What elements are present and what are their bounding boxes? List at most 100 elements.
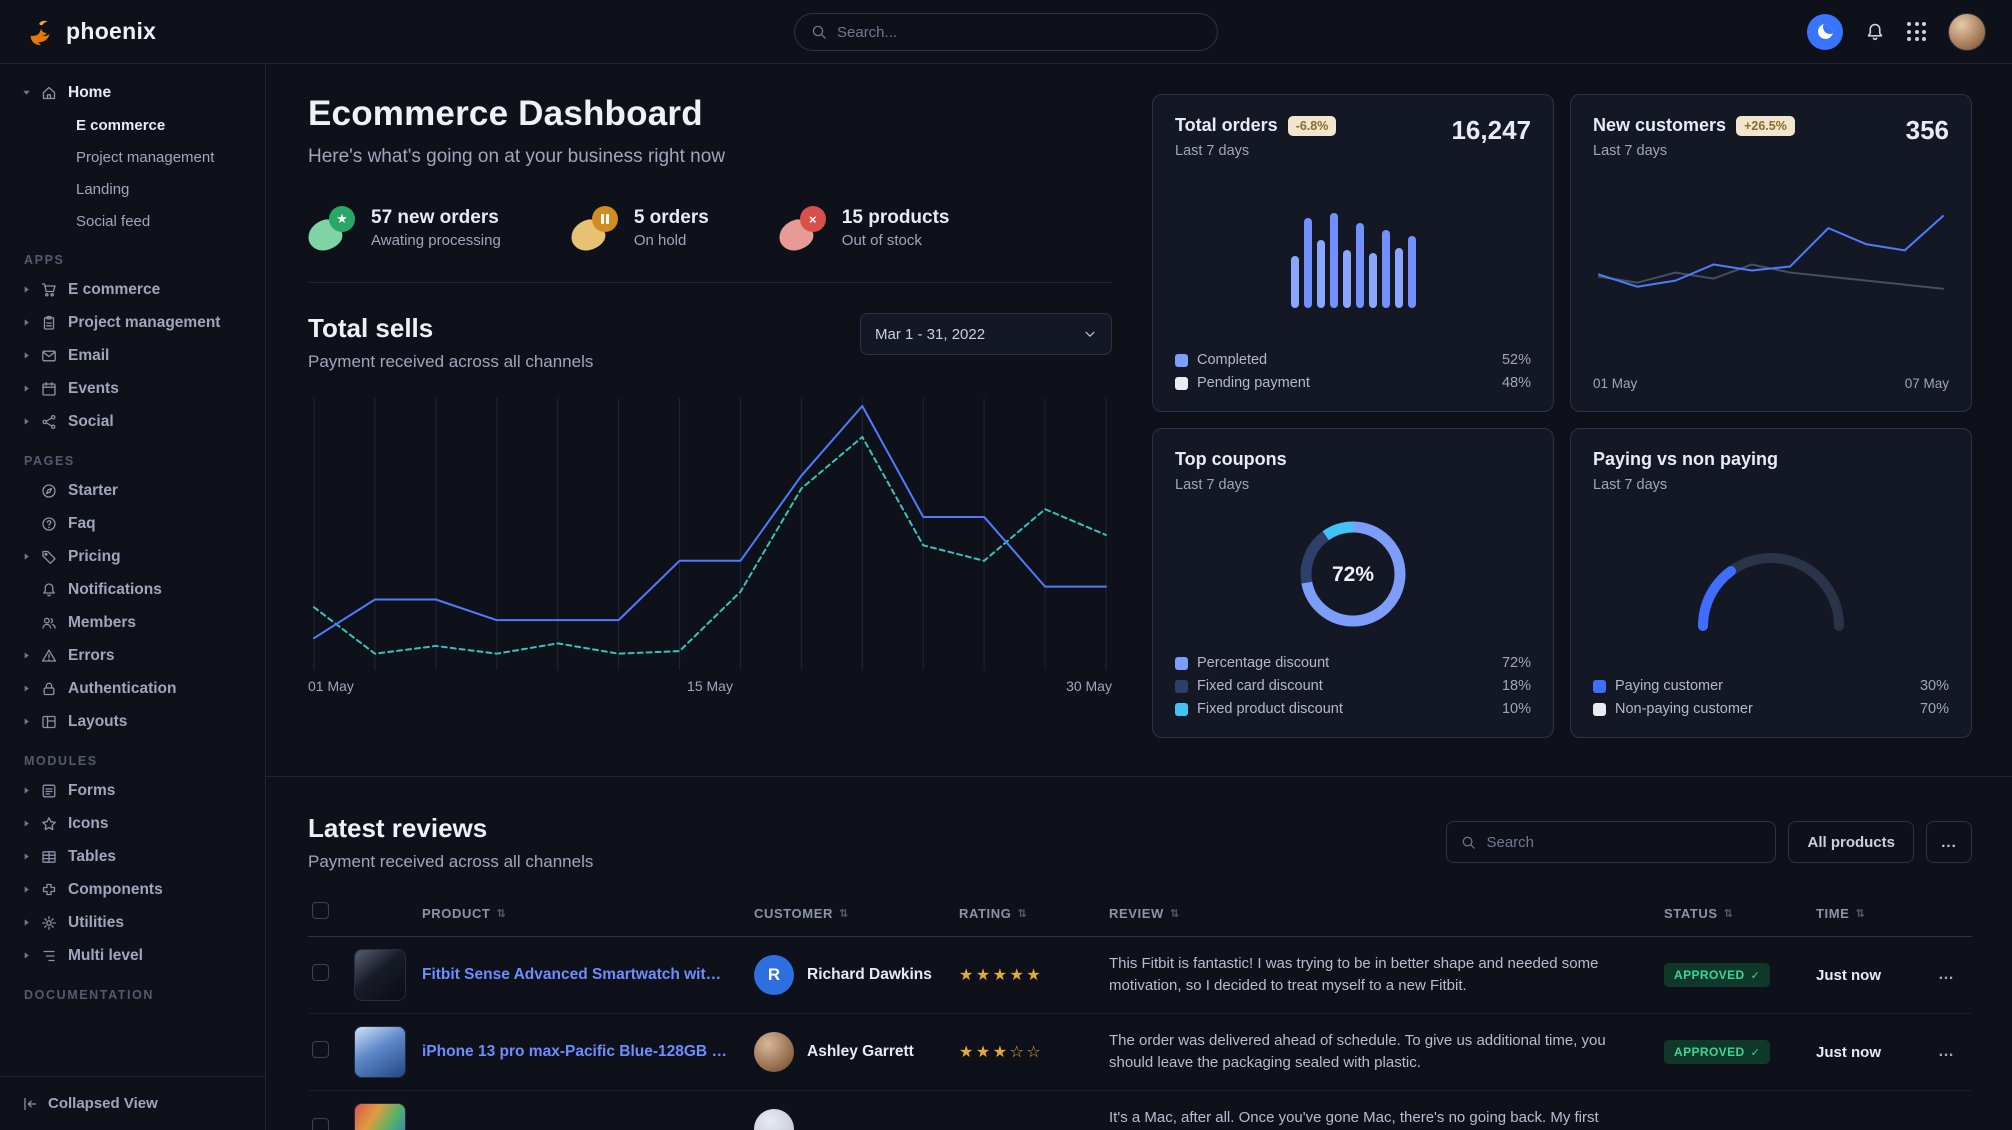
sidebar-item-multi-level[interactable]: Multi level — [14, 939, 253, 972]
sidebar-item-label: Components — [68, 880, 163, 898]
product-link[interactable]: iPhone 13 pro max-Pacific Blue-128GB sto… — [422, 1043, 730, 1060]
sort-icon[interactable]: ⇅ — [838, 907, 849, 920]
cart-icon — [41, 282, 59, 298]
users-icon — [41, 615, 59, 631]
sidebar-item-utilities[interactable]: Utilities — [14, 906, 253, 939]
row-actions-button[interactable]: … — [1938, 1043, 1954, 1060]
stat-on-hold: 5 orders On hold — [567, 206, 709, 254]
top-coupons-legend: Percentage discount 72% Fixed card discoun… — [1175, 655, 1531, 717]
stat-caption: Awating processing — [371, 232, 501, 249]
card-title: Top coupons — [1175, 449, 1287, 469]
reviews-more-button[interactable]: ... — [1926, 821, 1972, 863]
sidebar-item-faq[interactable]: Faq — [14, 507, 253, 540]
legend-value: 30% — [1919, 678, 1949, 694]
column-status[interactable]: STATUS — [1664, 905, 1718, 921]
review-text: This Fitbit is fantastic! I was trying t… — [1109, 955, 1599, 994]
table-row[interactable]: iPhone 13 pro max-Pacific Blue-128GB sto… — [308, 1014, 1972, 1091]
mail-icon — [41, 348, 59, 364]
sidebar-item-label: E commerce — [68, 280, 161, 298]
select-all-checkbox[interactable] — [312, 902, 329, 919]
sort-icon[interactable]: ⇅ — [1017, 907, 1028, 920]
column-review[interactable]: REVIEW — [1109, 905, 1164, 921]
legend-label: Fixed card discount — [1197, 678, 1323, 694]
reviews-search[interactable] — [1446, 821, 1777, 863]
search-input[interactable] — [837, 23, 1201, 41]
sidebar-item-home[interactable]: Home — [14, 76, 253, 109]
user-avatar[interactable] — [1948, 12, 1986, 51]
sidebar-item-label: Pricing — [68, 547, 121, 565]
sort-icon[interactable]: ⇅ — [1855, 907, 1866, 920]
puzzle-icon — [41, 882, 59, 898]
sidebar-subitem-e-commerce[interactable]: E commerce — [76, 116, 166, 134]
search-icon — [1461, 835, 1476, 850]
sidebar-item-starter[interactable]: Starter — [14, 474, 253, 507]
sidebar-item-label: Members — [68, 613, 137, 631]
product-link[interactable]: Fitbit Sense Advanced Smartwatch with To… — [422, 966, 730, 983]
card-title: Paying vs non paying — [1593, 449, 1779, 469]
sidebar-item-icons[interactable]: Icons — [14, 807, 253, 840]
sidebar-item-members[interactable]: Members — [14, 606, 253, 639]
row-checkbox[interactable] — [312, 1118, 329, 1130]
global-search[interactable] — [794, 13, 1218, 51]
sidebar-item-components[interactable]: Components — [14, 873, 253, 906]
x-tick: 01 May — [308, 678, 354, 694]
sidebar-item-layouts[interactable]: Layouts — [14, 705, 253, 738]
row-actions-button[interactable]: … — [1938, 966, 1954, 983]
column-time[interactable]: TIME — [1816, 905, 1850, 921]
apps-menu-button[interactable] — [1907, 22, 1926, 41]
column-product[interactable]: PRODUCT — [422, 905, 491, 921]
caret-icon — [22, 417, 32, 426]
sidebar-item-label: Notifications — [68, 580, 162, 598]
sidebar-item-forms[interactable]: Forms — [14, 774, 253, 807]
theme-toggle-button[interactable] — [1807, 13, 1843, 50]
sort-icon[interactable]: ⇅ — [1723, 907, 1734, 920]
sidebar: Home E commerce Project management Landing S… — [0, 64, 266, 1130]
customer-name: Richard Dawkins — [807, 966, 932, 983]
card-period: Last 7 days — [1593, 477, 1668, 493]
column-customer[interactable]: CUSTOMER — [754, 905, 833, 921]
tag-icon — [41, 549, 59, 565]
sidebar-item-authentication[interactable]: Authentication — [14, 672, 253, 705]
table-row[interactable]: Fitbit Sense Advanced Smartwatch with To… — [308, 937, 1972, 1014]
card-paying-vs-non-paying: Paying vs non paying Last 7 days Paying … — [1570, 428, 1972, 738]
notifications-button[interactable] — [1865, 22, 1885, 42]
sidebar-subitem-project-management[interactable]: Project management — [76, 148, 215, 166]
sidebar-item-errors[interactable]: Errors — [14, 639, 253, 672]
sidebar-item-e-commerce[interactable]: E commerce — [14, 273, 253, 306]
brand[interactable]: phoenix — [26, 17, 156, 47]
table-row[interactable]: It's a Mac, after all. Once you've gone … — [308, 1091, 1972, 1130]
caret-icon — [22, 351, 32, 360]
card-period: Last 7 days — [1175, 477, 1250, 493]
sidebar-item-pricing[interactable]: Pricing — [14, 540, 253, 573]
all-products-button[interactable]: All products — [1788, 821, 1914, 863]
star-icon — [41, 816, 59, 832]
sidebar-section-header: APPS — [24, 253, 65, 267]
row-checkbox[interactable] — [312, 964, 329, 981]
row-checkbox[interactable] — [312, 1041, 329, 1058]
sidebar-item-social[interactable]: Social — [14, 405, 253, 438]
sidebar-item-notifications[interactable]: Notifications — [14, 573, 253, 606]
sidebar-item-events[interactable]: Events — [14, 372, 253, 405]
sidebar-item-label: Faq — [68, 514, 96, 532]
row-actions-button[interactable]: … — [1938, 1120, 1954, 1130]
column-rating[interactable]: RATING — [959, 905, 1012, 921]
reviews-title: Latest reviews — [308, 813, 488, 843]
date-range-select[interactable]: Mar 1 - 31, 2022 — [860, 313, 1112, 355]
stat-value: 5 orders — [633, 207, 709, 228]
sidebar-item-project-management[interactable]: Project management — [14, 306, 253, 339]
sort-icon[interactable]: ⇅ — [1169, 907, 1180, 920]
reviews-subtitle: Payment received across all channels — [308, 852, 594, 871]
x-tick: 15 May — [687, 678, 733, 694]
sidebar-item-tables[interactable]: Tables — [14, 840, 253, 873]
sidebar-subitem-landing[interactable]: Landing — [76, 180, 130, 198]
x-tick: 01 May — [1593, 376, 1638, 391]
search-icon — [811, 24, 827, 40]
collapsed-view-toggle[interactable]: Collapsed View — [0, 1076, 266, 1130]
sidebar-subitem-social-feed[interactable]: Social feed — [76, 212, 151, 230]
legend-swatch — [1593, 702, 1606, 716]
legend-swatch — [1175, 656, 1188, 670]
legend-swatch — [1175, 679, 1188, 693]
sidebar-item-email[interactable]: Email — [14, 339, 253, 372]
sort-icon[interactable]: ⇅ — [496, 907, 507, 920]
reviews-search-input[interactable] — [1486, 833, 1762, 851]
